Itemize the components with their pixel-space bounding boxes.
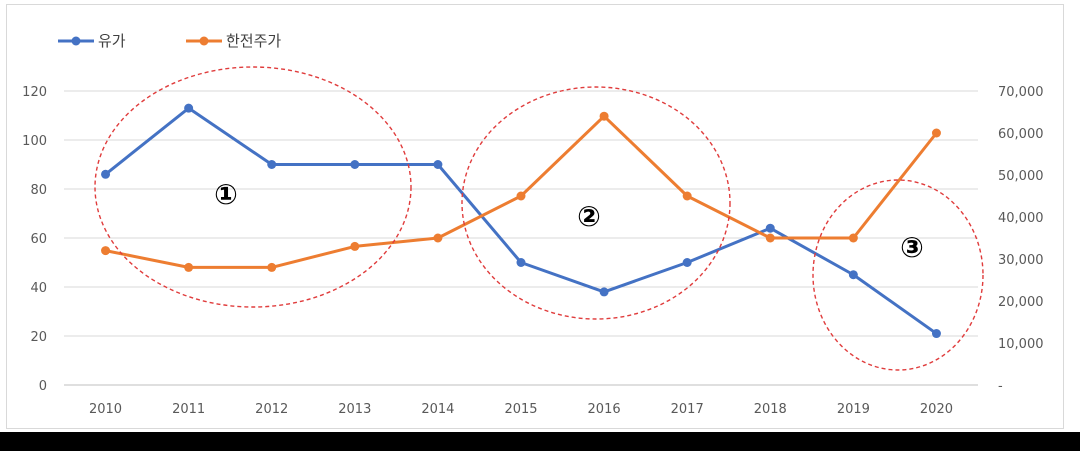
axes: 0 20 40 60 80 100 120 - 10,000 20,000 30,000 40,000… bbox=[22, 85, 1043, 417]
series-point-1 bbox=[682, 191, 692, 201]
chart-frame bbox=[6, 4, 1064, 429]
annotation-ellipse-1 bbox=[94, 66, 412, 308]
series-point-0 bbox=[682, 258, 692, 267]
y-right-tick-label: 60,000 bbox=[998, 127, 1044, 142]
legend-marker-0 bbox=[71, 36, 81, 46]
series-point-0 bbox=[184, 103, 194, 113]
x-tick-label: 2015 bbox=[504, 402, 537, 417]
y-left-tick-label: 120 bbox=[22, 85, 47, 100]
y-right-tick-label: 40,000 bbox=[998, 211, 1044, 226]
line-chart: 0 20 40 60 80 100 120 - 10,000 20,000 30,000 40,000… bbox=[22, 32, 1043, 417]
legend: 유가 한전주가 bbox=[58, 32, 281, 50]
bottom-bar bbox=[0, 432, 1080, 451]
series-point-1 bbox=[848, 233, 858, 243]
y-right-tick-label: 70,000 bbox=[998, 85, 1044, 100]
series-point-1 bbox=[599, 111, 609, 121]
y-right-tick-label: 10,000 bbox=[998, 337, 1044, 352]
series-point-0 bbox=[267, 160, 277, 169]
y-left-tick-label: 40 bbox=[30, 281, 47, 296]
series-point-1 bbox=[433, 233, 443, 243]
gridlines bbox=[64, 90, 978, 386]
legend-marker-1 bbox=[199, 36, 209, 46]
series bbox=[101, 103, 941, 339]
series-point-0 bbox=[516, 258, 526, 267]
y-right-tick-label: 20,000 bbox=[998, 295, 1044, 310]
annotations: ① ② ③ bbox=[94, 66, 984, 371]
series-point-1 bbox=[184, 262, 194, 272]
y-left-tick-label: 20 bbox=[30, 330, 47, 345]
series-point-0 bbox=[765, 223, 775, 233]
x-tick-label: 2010 bbox=[89, 402, 122, 417]
series-point-1 bbox=[931, 128, 941, 138]
series-point-1 bbox=[267, 262, 277, 272]
series-point-0 bbox=[433, 160, 443, 169]
legend-label-1: 한전주가 bbox=[226, 32, 281, 50]
y-left-tick-label: 100 bbox=[22, 134, 47, 149]
series-point-0 bbox=[599, 287, 609, 297]
annotation-label-2: ② bbox=[577, 200, 601, 233]
y-right-tick-label: 50,000 bbox=[998, 169, 1044, 184]
x-tick-label: 2016 bbox=[588, 402, 621, 417]
annotation-ellipse-3 bbox=[812, 179, 984, 371]
x-tick-label: 2018 bbox=[754, 402, 787, 417]
x-tick-label: 2013 bbox=[338, 402, 371, 417]
x-tick-label: 2014 bbox=[421, 402, 454, 417]
y-right-tick-label: 30,000 bbox=[998, 253, 1044, 268]
x-tick-label: 2012 bbox=[255, 402, 288, 417]
y-left-tick-label: 80 bbox=[30, 183, 47, 198]
series-point-1 bbox=[765, 233, 775, 243]
y-right-tick-label: - bbox=[998, 379, 1003, 394]
x-tick-label: 2017 bbox=[671, 402, 704, 417]
series-point-0 bbox=[931, 329, 941, 339]
annotation-ellipse-2 bbox=[461, 86, 731, 320]
series-point-0 bbox=[848, 270, 858, 280]
series-point-0 bbox=[101, 169, 111, 179]
series-point-0 bbox=[350, 160, 360, 169]
x-tick-label: 2011 bbox=[172, 402, 205, 417]
y-left-tick-label: 60 bbox=[30, 232, 47, 247]
series-point-1 bbox=[516, 191, 526, 201]
y-left-tick-label: 0 bbox=[39, 379, 47, 394]
x-tick-label: 2020 bbox=[920, 402, 953, 417]
legend-label-0: 유가 bbox=[98, 32, 126, 50]
series-point-1 bbox=[101, 246, 111, 256]
series-point-1 bbox=[350, 241, 360, 251]
x-tick-label: 2019 bbox=[837, 402, 870, 417]
annotation-label-3: ③ bbox=[900, 231, 924, 264]
annotation-label-1: ① bbox=[214, 178, 238, 211]
